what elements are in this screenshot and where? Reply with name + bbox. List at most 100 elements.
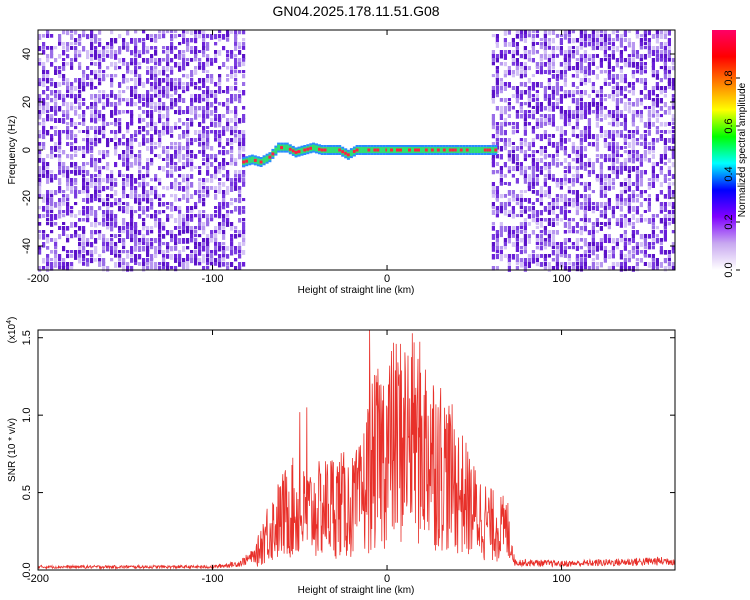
spectrogram-cell: [194, 262, 198, 266]
spectrogram-cell: [226, 50, 230, 54]
spectrogram-cell: [166, 202, 170, 205]
spectrogram-cell: [667, 130, 671, 134]
spectrogram-cell: [66, 234, 70, 239]
spectrogram-cell: [559, 210, 563, 215]
spectrogram-cell: [122, 62, 126, 66]
spectrogram-cell: [158, 242, 162, 248]
spectrogram-cell: [503, 42, 507, 47]
spectrogram-cell: [74, 250, 78, 255]
spectrogram-cell: [635, 262, 639, 268]
spectrogram-cell: [166, 30, 170, 34]
spectrogram-cell: [631, 134, 635, 139]
spectrogram-cell: [531, 114, 535, 120]
spectrogram-cell: [226, 78, 230, 82]
spectrogram-cell: [206, 162, 210, 166]
spectrogram-cell: [635, 30, 639, 36]
spectrogram-cell: [567, 166, 571, 172]
spectrogram-cell: [495, 254, 499, 260]
spectrogram-cell: [671, 210, 675, 215]
spectrogram-cell: [607, 182, 611, 187]
spectrogram-cell: [575, 170, 579, 175]
spectrogram-cell: [98, 126, 102, 132]
spectrogram-cell: [639, 110, 643, 116]
spectrogram-cell: [230, 222, 234, 227]
spectrogram-cell: [186, 86, 190, 92]
spectrogram-cell: [98, 254, 102, 258]
spectrogram-cell: [523, 82, 527, 87]
spectrogram-cell: [182, 174, 186, 180]
spectrogram-cell: [86, 106, 90, 110]
spectrogram-cell: [230, 182, 234, 187]
spectrogram-cell: [58, 90, 62, 95]
spectrogram-cell: [130, 230, 134, 236]
spectrogram-cell: [651, 254, 655, 259]
spectrogram-cell: [603, 70, 607, 74]
spectrogram-cell: [655, 70, 659, 76]
spectrogram-cell: [543, 98, 547, 101]
spectrogram-cell: [234, 106, 238, 111]
spectrogram-cell: [499, 182, 503, 186]
spectrogram-cell: [214, 190, 218, 194]
signal-peak: [454, 148, 458, 152]
spectrogram-cell: [146, 190, 150, 196]
spectrogram-cell: [234, 178, 238, 182]
spectrogram-cell: [102, 222, 106, 227]
spectrogram-cell: [166, 262, 170, 268]
spectrogram-cell: [114, 54, 118, 60]
spectrogram-cell: [166, 122, 170, 126]
spectrogram-cell: [651, 46, 655, 51]
spectrogram-cell: [555, 262, 559, 267]
spectrogram-cell: [595, 262, 599, 266]
signal-peak: [385, 148, 389, 152]
spectrogram-cell: [671, 134, 675, 140]
spectrogram-cell: [194, 138, 198, 142]
spectrogram-cell: [66, 194, 70, 200]
spectrogram-cell: [126, 122, 130, 128]
spectrogram-cell: [607, 226, 611, 230]
spectrogram-cell: [198, 98, 202, 104]
spectrogram-cell: [631, 42, 635, 48]
spectrogram-cell: [210, 250, 214, 254]
spectrogram-cell: [130, 50, 134, 56]
signal-band-mid: [393, 147, 396, 153]
spectrogram-cell: [499, 78, 503, 82]
spectrogram-cell: [234, 158, 238, 163]
spectrogram-cell: [547, 210, 551, 215]
spectrogram-cell: [635, 50, 639, 54]
spectrogram-cell: [46, 254, 50, 258]
spectrogram-cell: [659, 182, 663, 188]
spectrogram-cell: [623, 114, 627, 120]
spectrogram-cell: [619, 182, 623, 187]
spectrogram-cell: [651, 122, 655, 127]
spectrogram-cell: [615, 142, 619, 147]
spectrogram-cell: [615, 86, 619, 91]
spectrogram-cell: [134, 162, 138, 166]
spectrogram-cell: [130, 182, 134, 187]
spectrogram-cell: [539, 198, 543, 202]
spectrogram-cell: [643, 34, 647, 38]
spectrogram-cell: [499, 110, 503, 116]
spectrogram-cell: [74, 86, 78, 91]
spectrogram-cell: [599, 98, 603, 102]
spectrogram-cell: [587, 122, 591, 126]
spectrogram-cell: [667, 186, 671, 190]
spectrogram-cell: [146, 182, 150, 187]
spectrogram-cell: [42, 142, 46, 147]
spectrogram-cell: [551, 218, 555, 222]
spectrogram-cell: [182, 214, 186, 219]
spectrogram-cell: [118, 98, 122, 102]
spectrogram-cell: [543, 154, 547, 160]
spectrogram-cell: [539, 222, 543, 228]
spectrogram-cell: [186, 82, 190, 86]
spectrogram-cell: [599, 194, 603, 198]
spectrogram-cell: [62, 174, 66, 178]
spectrogram-cell: [74, 94, 78, 99]
spectrogram-cell: [170, 38, 174, 42]
spectrogram-cell: [655, 30, 659, 35]
spectrogram-cell: [50, 262, 54, 268]
spectrogram-cell: [591, 98, 595, 103]
spectrogram-cell: [62, 46, 66, 50]
spectrogram-cell: [126, 234, 130, 239]
colorbar-tick-label: 0.2: [723, 214, 735, 229]
spectrogram-cell: [234, 182, 238, 187]
